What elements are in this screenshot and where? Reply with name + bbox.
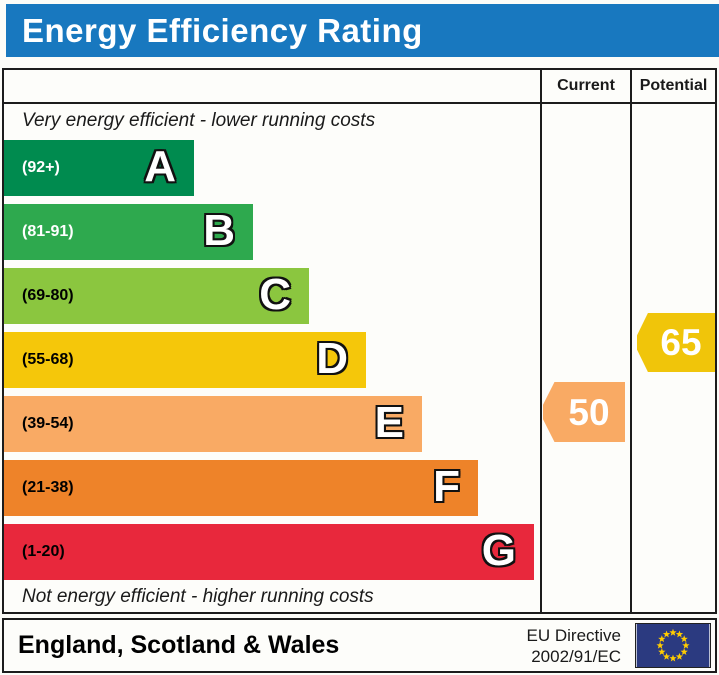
- potential-rating-arrow: 65: [637, 313, 715, 372]
- eu-directive-line1: EU Directive: [526, 626, 621, 645]
- potential-rating-value: 65: [660, 322, 702, 363]
- band-range-label: (39-54): [22, 415, 74, 432]
- eu-flag-icon: [635, 623, 711, 668]
- band-letter: F: [433, 462, 460, 512]
- band-range-label: (21-38): [22, 479, 74, 496]
- band-letter: D: [316, 334, 348, 384]
- eu-flag-stars: [656, 628, 690, 662]
- title-bar: Energy Efficiency Rating: [6, 4, 719, 57]
- column-divider-potential: [630, 70, 632, 612]
- band-row-c: (69-80) C: [4, 268, 309, 324]
- top-note: Very energy efficient - lower running co…: [22, 110, 376, 131]
- band-letter: E: [374, 398, 404, 448]
- eu-directive-line2: 2002/91/EC: [531, 647, 621, 666]
- band-letter: G: [481, 526, 516, 576]
- band-range-label: (55-68): [22, 351, 74, 368]
- current-rating-arrow: 50: [543, 382, 625, 442]
- band-row-f: (21-38) F: [4, 460, 478, 516]
- eu-directive-label: EU Directive 2002/91/EC: [527, 625, 621, 667]
- band-row-a: (92+) A: [4, 140, 194, 196]
- band-range-label: (92+): [22, 159, 60, 176]
- column-header-potential: Potential: [639, 77, 708, 94]
- footer-bar: England, Scotland & Wales EU Directive 2…: [2, 618, 717, 673]
- band-letter: C: [259, 270, 291, 320]
- current-rating-value: 50: [568, 391, 610, 433]
- band-letter: B: [203, 206, 235, 256]
- column-divider-current: [540, 70, 542, 612]
- bottom-note: Not energy efficient - higher running co…: [22, 586, 374, 607]
- band-row-e: (39-54) E: [4, 396, 422, 452]
- band-row-b: (81-91) B: [4, 204, 253, 260]
- header-rule: [4, 102, 715, 104]
- band-row-d: (55-68) D: [4, 332, 366, 388]
- column-header-current: Current: [557, 77, 615, 94]
- region-label: England, Scotland & Wales: [18, 631, 340, 659]
- band-range-label: (69-80): [22, 287, 74, 304]
- energy-rating-chart: Current Potential Very energy efficient …: [2, 68, 717, 614]
- band-row-g: (1-20) G: [4, 524, 534, 580]
- page-title: Energy Efficiency Rating: [22, 11, 423, 49]
- band-range-label: (81-91): [22, 223, 74, 240]
- band-letter: A: [144, 142, 176, 192]
- band-range-label: (1-20): [22, 543, 65, 560]
